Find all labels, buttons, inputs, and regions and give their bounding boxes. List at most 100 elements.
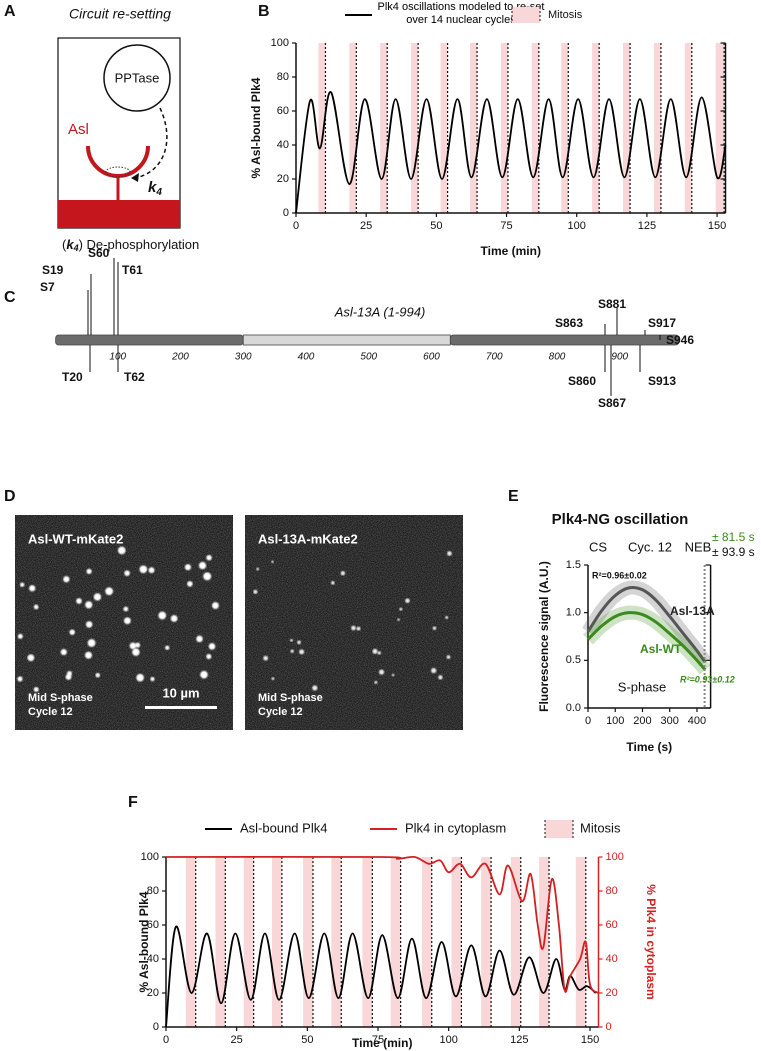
- x-tick-label: 125: [638, 220, 656, 232]
- legend-fo: Plk4 oscillations modeled to re-set over…: [378, 1, 545, 26]
- site-label: S60: [88, 246, 110, 260]
- protein-tick-label: 900: [611, 352, 628, 363]
- x-tick-label: 300: [661, 715, 679, 727]
- series-line: [165, 925, 597, 1028]
- y2-tick-label: 100: [606, 851, 624, 863]
- dot: [263, 655, 269, 661]
- site: [105, 166, 131, 178]
- x-tick-label: 50: [301, 1034, 313, 1046]
- mitosis-band: [215, 857, 226, 1027]
- mitosis-band: [421, 857, 432, 1027]
- dot: [397, 618, 400, 621]
- protein-title: Asl-13A (1-994): [334, 304, 426, 319]
- dot: [33, 604, 39, 610]
- caption-index: 4: [73, 243, 79, 253]
- enzyme-label: PPTase: [115, 70, 160, 85]
- dot: [150, 677, 155, 682]
- protein-segment: [55, 334, 244, 346]
- legend-label: Asl-bound Plk4: [240, 820, 327, 835]
- legend-mitosis: [512, 7, 540, 23]
- rate-label: k4: [148, 179, 162, 198]
- mitosis-band: [440, 43, 448, 213]
- y-tick-label: 0: [153, 1021, 159, 1033]
- y-tick-label: 80: [277, 71, 289, 83]
- x-tick-label: 100: [440, 1034, 458, 1046]
- rate-symbol: k: [148, 179, 157, 196]
- dot: [129, 642, 137, 650]
- image-phase: Mid S-phase: [258, 692, 323, 704]
- panel-label: A: [4, 3, 16, 20]
- y-tick-label: 40: [277, 139, 289, 151]
- dot: [124, 570, 130, 576]
- dot: [148, 567, 155, 574]
- dot: [69, 629, 75, 635]
- dot: [33, 687, 39, 692]
- site-label: S19: [42, 263, 64, 277]
- diagram-caption: (k4) De-phosphorylation: [62, 237, 199, 253]
- x-tick-label: 50: [430, 220, 442, 232]
- dot: [85, 601, 93, 609]
- x-tick-label: 75: [500, 220, 512, 232]
- series-label: Asl-13A: [670, 604, 715, 618]
- y-tick-label: 1.0: [566, 607, 581, 619]
- dot: [20, 582, 25, 587]
- dot: [95, 672, 101, 678]
- dot: [271, 560, 274, 564]
- dot: [105, 587, 113, 596]
- dot: [256, 567, 260, 571]
- site-label: S913: [648, 374, 676, 388]
- protein-tick-label: 600: [423, 352, 440, 363]
- legend-mitosis: [545, 820, 573, 838]
- x-tick-label: 125: [510, 1034, 528, 1046]
- series-line: [586, 611, 707, 671]
- x-tick-label: 150: [708, 220, 726, 232]
- site-label: S863: [555, 316, 583, 330]
- mitosis-band: [592, 43, 600, 213]
- chart-title: Plk4-NG oscillation: [552, 511, 689, 528]
- fit-label: R²=0.93±0.12: [680, 674, 735, 684]
- dot: [67, 671, 72, 676]
- site-label: S7: [40, 280, 55, 294]
- mitosis-band: [303, 857, 313, 1027]
- series-label: Asl-WT: [640, 642, 682, 656]
- image-cycle: Cycle 12: [258, 706, 303, 718]
- dot: [87, 639, 96, 647]
- x-axis-label: Time (s): [626, 740, 672, 754]
- mitosis-band: [684, 43, 692, 213]
- mitosis-band: [390, 857, 401, 1027]
- mitosis-band: [510, 857, 521, 1027]
- fit-label: R²=0.96±0.02: [592, 570, 647, 580]
- y-tick-label: 80: [147, 885, 159, 897]
- dot: [203, 572, 212, 581]
- dot: [165, 645, 170, 650]
- protein-segment: [449, 334, 680, 346]
- dot: [297, 640, 301, 645]
- phase-label: Cyc. 12: [628, 539, 672, 554]
- image-phase: Mid S-phase: [28, 692, 93, 704]
- dot: [135, 642, 141, 648]
- mitosis-band: [451, 857, 462, 1027]
- mitosis-band: [411, 43, 419, 213]
- dot: [431, 668, 437, 674]
- scale-bar: [145, 706, 217, 709]
- y2-tick-label: 80: [606, 885, 618, 897]
- mitosis-band: [380, 43, 388, 213]
- site-label: S946: [666, 333, 694, 347]
- y-tick-label: 40: [147, 953, 159, 965]
- dot: [447, 551, 452, 556]
- y-axis-label: % Asl-bound Plk4: [249, 77, 263, 178]
- site-label: S867: [598, 396, 626, 410]
- protein-tick-label: 200: [171, 352, 189, 363]
- dot: [86, 568, 92, 574]
- diagram-a: Circuit re-setting PPTase Asl k4 (k4) De…: [57, 6, 199, 253]
- dot: [184, 564, 191, 571]
- site-label: T61: [122, 263, 143, 277]
- phase-label: NEB: [685, 539, 712, 554]
- dot: [93, 593, 102, 601]
- scale-label: 10 µm: [162, 685, 199, 700]
- series-line: [295, 91, 727, 214]
- mitosis-band: [331, 857, 342, 1027]
- site-label: T20: [62, 370, 83, 384]
- protein-tick-label: 500: [360, 352, 377, 363]
- x-tick-label: 75: [372, 1034, 384, 1046]
